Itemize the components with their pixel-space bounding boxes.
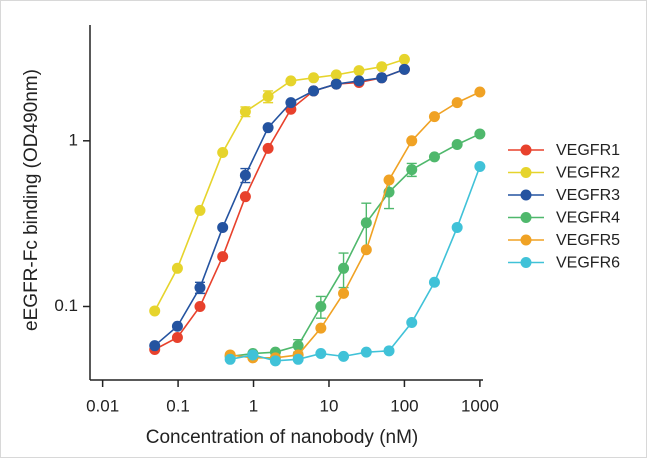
- data-point: [428, 111, 440, 123]
- data-point: [376, 72, 388, 84]
- legend-marker: [520, 167, 532, 178]
- legend-label: VEGFR1: [556, 142, 620, 159]
- data-point: [338, 350, 350, 362]
- data-point: [360, 217, 372, 229]
- x-axis-label: Concentration of nanobody (nM): [146, 427, 419, 448]
- data-point: [239, 191, 251, 203]
- data-point: [315, 348, 327, 360]
- data-point: [330, 78, 342, 90]
- data-point: [149, 340, 161, 352]
- x-tick-label: 10: [320, 396, 339, 415]
- data-point: [383, 345, 395, 357]
- data-point: [285, 75, 297, 87]
- x-tick-label: 1000: [461, 396, 499, 415]
- data-point: [217, 221, 229, 233]
- data-point: [194, 204, 206, 216]
- y-axis-label: eEGFR-Fc binding (OD490nm): [21, 69, 42, 331]
- legend-marker: [520, 234, 532, 246]
- y-tick-label: 1: [69, 130, 78, 149]
- data-point: [269, 355, 281, 367]
- x-tick-label: 100: [390, 396, 418, 415]
- data-point: [292, 340, 304, 352]
- data-point: [376, 61, 388, 73]
- legend-label: VEGFR6: [556, 255, 620, 272]
- legend-label: VEGFR4: [556, 210, 620, 227]
- data-point: [171, 320, 183, 332]
- data-point: [239, 169, 251, 181]
- data-point: [171, 331, 183, 343]
- data-point: [360, 244, 372, 256]
- legend-marker: [520, 144, 532, 156]
- data-point: [330, 69, 342, 81]
- data-point: [224, 353, 236, 365]
- data-point: [308, 72, 320, 84]
- data-point: [474, 128, 486, 140]
- data-point: [338, 262, 350, 274]
- x-tick-label: 0.01: [86, 396, 119, 415]
- data-point: [398, 63, 410, 75]
- data-point: [406, 164, 418, 176]
- data-point: [262, 91, 274, 103]
- data-point: [451, 221, 463, 233]
- y-tick-label: 0.1: [54, 296, 78, 315]
- data-point: [315, 322, 327, 334]
- data-point: [247, 349, 259, 361]
- data-point: [262, 142, 274, 154]
- data-point: [383, 174, 395, 186]
- data-point: [217, 147, 229, 159]
- data-point: [292, 353, 304, 365]
- data-point: [406, 135, 418, 147]
- data-point: [451, 97, 463, 109]
- data-point: [239, 106, 251, 118]
- data-point: [171, 262, 183, 274]
- data-point: [474, 160, 486, 172]
- data-point: [315, 300, 327, 312]
- data-point: [285, 97, 297, 109]
- data-point: [338, 287, 350, 299]
- data-point: [428, 151, 440, 163]
- legend-label: VEGFR2: [556, 165, 620, 182]
- data-point: [217, 251, 229, 263]
- x-tick-label: 1: [249, 396, 258, 415]
- legend-label: VEGFR3: [556, 187, 620, 204]
- data-point: [194, 282, 206, 294]
- data-point: [353, 75, 365, 87]
- data-point: [398, 53, 410, 65]
- legend-marker: [520, 212, 532, 223]
- data-point: [360, 346, 372, 358]
- data-point: [194, 300, 206, 312]
- data-point: [428, 276, 440, 288]
- data-point: [262, 122, 274, 134]
- legend-label: VEGFR5: [556, 232, 620, 249]
- data-point: [451, 138, 463, 150]
- data-point: [353, 65, 365, 77]
- data-point: [149, 305, 161, 317]
- data-point: [474, 86, 486, 98]
- data-point: [308, 85, 320, 97]
- legend-marker: [520, 257, 532, 268]
- data-point: [406, 317, 418, 329]
- x-tick-label: 0.1: [166, 396, 190, 415]
- legend-marker: [520, 189, 532, 201]
